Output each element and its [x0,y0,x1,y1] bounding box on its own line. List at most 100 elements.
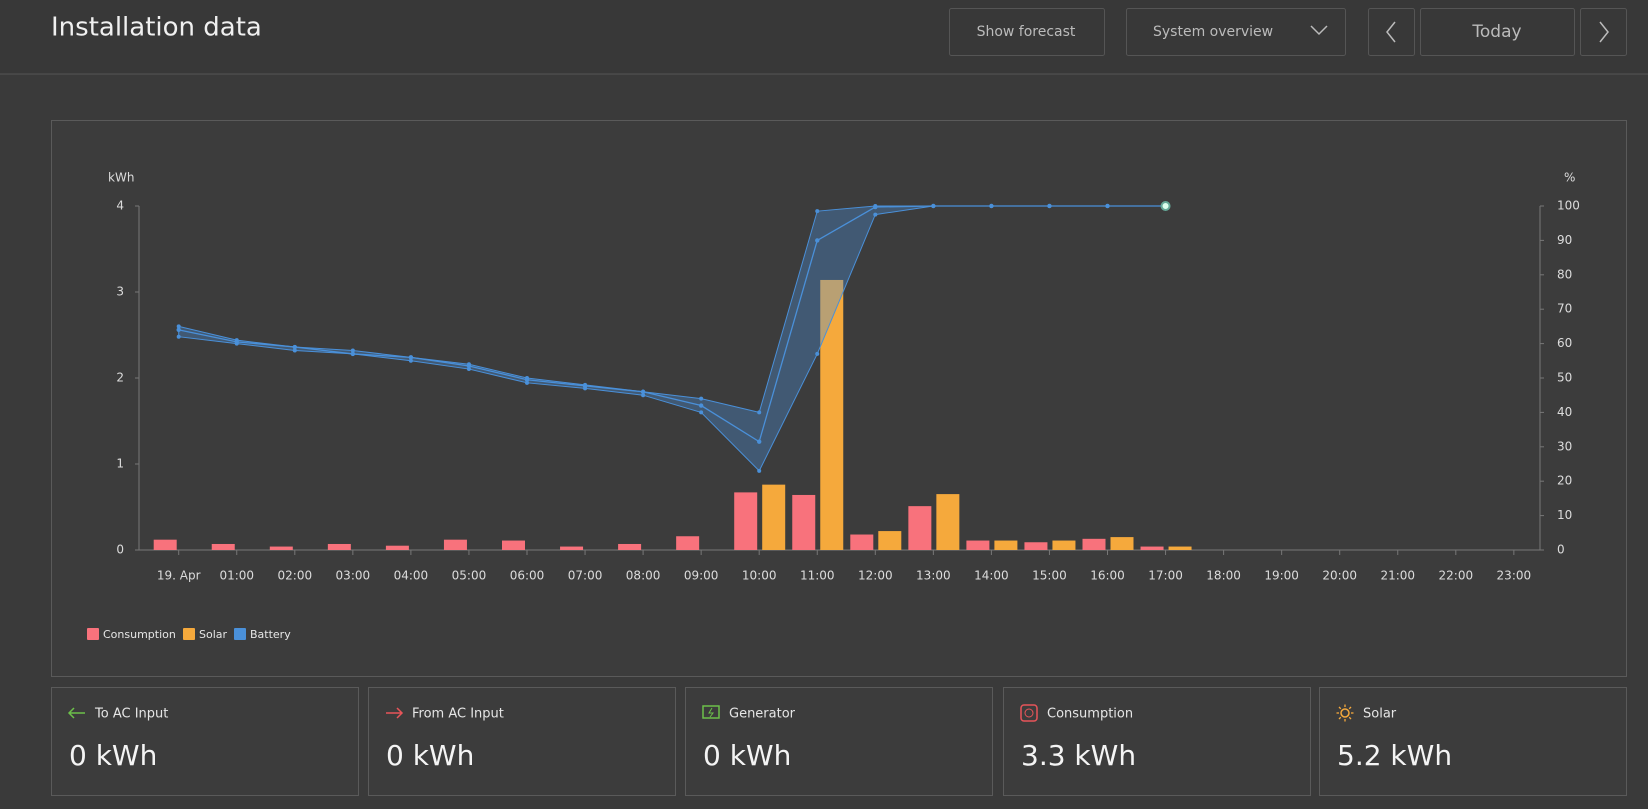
y-tick-label: 4 [116,199,124,213]
chevron-right [1599,21,1609,43]
solar-ray [1338,706,1342,710]
summary-card [1319,687,1627,796]
legend-label: Consumption [103,628,176,641]
select-label: System overview [1153,24,1273,40]
today-button[interactable]: Today [1420,8,1575,56]
y2-tick-label: 50 [1557,371,1572,385]
bar [269,546,293,550]
range-high-dot [176,324,181,329]
x-tick-label: 19. Apr [157,569,201,583]
header-bar [0,0,1648,74]
y2-tick-label: 30 [1557,439,1572,453]
bar [1024,542,1048,550]
legend-swatch [87,628,99,640]
bar [1052,540,1076,550]
x-tick-label: 01:00 [219,569,254,583]
view-select[interactable]: System overview [1126,8,1346,56]
legend-swatch [183,628,195,640]
bar [618,543,642,550]
button-label: Show forecast [977,24,1076,40]
legend-swatch [234,628,246,640]
bar [1140,546,1164,550]
button-frame [1420,8,1575,56]
x-tick-label: 04:00 [394,569,429,583]
y2-tick-label: 10 [1557,508,1572,522]
range-low-dot [699,410,704,415]
solar-ray [1348,716,1352,720]
range-low-dot [815,351,820,356]
x-tick-label: 19:00 [1264,569,1299,583]
prev-day-button[interactable] [1368,8,1415,56]
x-tick-label: 21:00 [1380,569,1415,583]
bar [502,540,525,550]
battery-dot [698,403,704,408]
battery-dot [234,339,239,345]
generator-icon [702,705,720,719]
x-tick-label: 06:00 [510,569,545,583]
bar [560,546,584,550]
x-tick-label: 16:00 [1090,569,1125,583]
y2-tick-label: 100 [1557,199,1580,213]
card-value: 3.3 kWh [1021,739,1136,772]
x-tick-label: 03:00 [336,569,371,583]
summary-card [1003,687,1311,796]
summary-cards: To AC Input 0 kWh From AC Input 0 kWh Genera… [51,687,1627,796]
bar [327,543,351,550]
y2-tick-label: 90 [1557,233,1572,247]
summary-card [685,687,993,796]
x-tick-label: 15:00 [1032,569,1067,583]
button-frame [1368,8,1415,56]
range-low-dot [641,393,646,398]
card-value: 5.2 kWh [1337,739,1452,772]
range-low-dot [408,358,413,363]
arrow-left-icon [67,707,85,719]
bar [443,539,467,550]
y2-tick-label: 80 [1557,267,1572,281]
bar [820,279,844,550]
battery-dot [292,344,297,350]
bar [385,545,409,550]
range-low-dot [292,348,297,353]
battery-dot [408,355,414,360]
forecast-button[interactable]: Show forecast [949,8,1105,56]
battery-line [178,205,1166,443]
x-tick-label: 07:00 [568,569,603,583]
battery-dot [176,327,181,333]
y2-tick-label: 20 [1557,474,1572,488]
bar [676,536,700,550]
x-tick-label: 18:00 [1206,569,1241,583]
y2-tick-label: 0 [1557,543,1565,557]
y-tick-label: 0 [116,543,124,557]
button-frame [1580,8,1627,56]
solar-icon [1340,708,1350,718]
battery-dot [989,203,994,209]
next-day-button[interactable] [1580,8,1627,56]
x-tick-label: 05:00 [452,569,487,583]
bar [734,492,758,550]
consumption-icon-dot [1024,708,1034,718]
arrow-right-icon [386,707,404,719]
range-low-dot [525,380,529,385]
bar [153,539,177,550]
range-high-dot [757,410,762,415]
battery-dot [466,363,472,369]
x-tick-label: 20:00 [1322,569,1357,583]
battery-dot [757,439,762,444]
card-value: 0 kWh [69,739,157,772]
range-high-dot [350,348,355,353]
card-label: Solar [1363,707,1397,722]
x-tick-label: 10:00 [742,569,777,583]
y-tick-label: 3 [116,285,124,299]
card-label: Generator [729,707,796,722]
button-label: Today [1471,22,1521,42]
x-tick-label: 22:00 [1439,569,1474,583]
y2-tick-label: 60 [1557,336,1572,350]
bar [850,534,874,550]
range-low-dot [873,212,878,217]
range-low-dot [466,367,471,372]
y2-tick-label: 70 [1557,302,1572,316]
select-frame [1126,8,1346,56]
